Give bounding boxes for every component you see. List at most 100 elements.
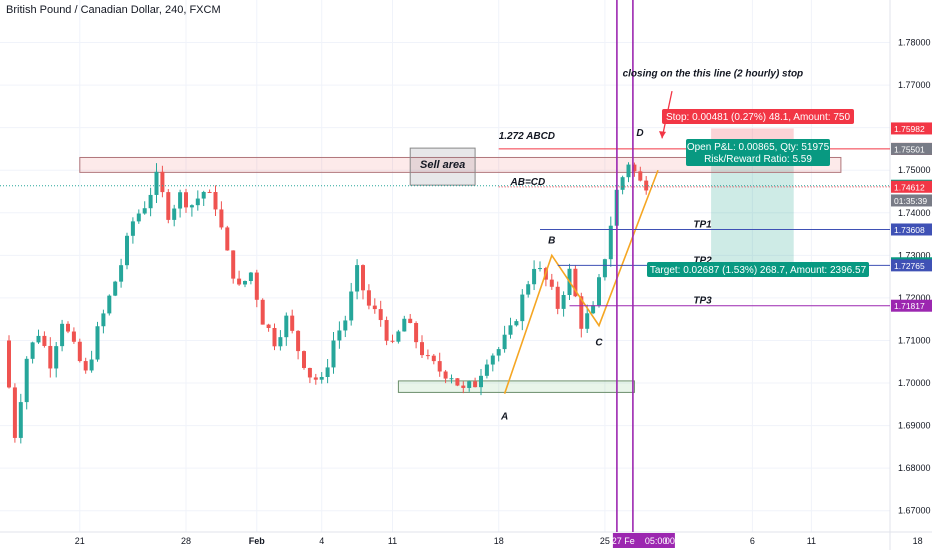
candle-up[interactable] [172,208,177,220]
candle-down[interactable] [12,387,17,438]
candle-up[interactable] [30,342,35,359]
candle-up[interactable] [402,318,407,332]
candle-down[interactable] [296,330,301,352]
candle-up[interactable] [201,191,206,199]
candle-down[interactable] [420,342,424,356]
candle-down[interactable] [555,286,560,309]
candle-up[interactable] [538,268,542,270]
candle-up[interactable] [148,194,153,209]
candle-down[interactable] [272,327,277,347]
candle-down[interactable] [366,290,371,306]
candle-down[interactable] [632,164,637,172]
candle-up[interactable] [561,295,566,309]
candle-up[interactable] [479,375,483,388]
candle-up[interactable] [107,295,112,314]
candle-up[interactable] [502,334,507,350]
candle-up[interactable] [331,340,336,368]
candle-up[interactable] [130,221,135,236]
candle-up[interactable] [319,376,324,380]
candle-down[interactable] [48,345,53,369]
price-axis[interactable] [890,0,932,550]
candle-down[interactable] [225,227,230,251]
candle-up[interactable] [54,346,59,369]
candle-down[interactable] [372,305,377,310]
candle-up[interactable] [514,321,519,326]
candle-up[interactable] [591,305,596,314]
candle-down[interactable] [302,351,306,368]
candle-up[interactable] [248,272,253,281]
candle-up[interactable] [95,326,100,360]
candle-down[interactable] [361,265,365,291]
candle-up[interactable] [355,265,360,292]
candle-up[interactable] [349,291,354,321]
candle-down[interactable] [231,250,236,279]
candle-up[interactable] [113,281,118,296]
candle-down[interactable] [42,335,47,346]
candle-up[interactable] [585,313,590,329]
candle-down[interactable] [254,272,259,300]
candle-up[interactable] [597,277,601,306]
candle-up[interactable] [490,355,495,365]
support-box[interactable] [397,380,635,393]
candle-down[interactable] [290,315,295,331]
candle-down[interactable] [644,180,649,191]
candle-down[interactable] [455,378,460,386]
candle-down[interactable] [414,322,419,343]
sell-area-label-box[interactable] [409,147,476,186]
candle-up[interactable] [484,364,489,376]
candle-down[interactable] [443,371,448,379]
candle-down[interactable] [313,377,318,380]
candle-down[interactable] [549,279,554,287]
candle-down[interactable] [425,355,430,357]
candle-up[interactable] [520,294,525,322]
candle-down[interactable] [390,340,395,342]
candle-up[interactable] [119,265,124,282]
candle-down[interactable] [473,381,478,388]
candle-up[interactable] [608,225,613,260]
candle-up[interactable] [136,213,141,222]
candle-down[interactable] [378,309,383,321]
candle-up[interactable] [89,359,94,371]
candle-up[interactable] [526,284,531,295]
candle-up[interactable] [602,259,607,278]
candle-down[interactable] [71,331,76,342]
candle-up[interactable] [142,208,147,214]
candle-down[interactable] [408,318,413,323]
candle-up[interactable] [243,280,247,285]
candle-up[interactable] [125,235,129,266]
candle-down[interactable] [83,361,88,371]
candle-down[interactable] [66,323,70,332]
candle-up[interactable] [396,331,401,342]
candle-down[interactable] [579,296,584,329]
candle-down[interactable] [184,192,188,208]
candle-up[interactable] [467,381,472,388]
candle-up[interactable] [278,337,283,347]
candle-up[interactable] [284,315,289,338]
candle-up[interactable] [449,378,454,380]
candle-up[interactable] [18,402,23,438]
candle-up[interactable] [36,335,41,343]
candle-up[interactable] [532,268,537,285]
candle-down[interactable] [437,361,442,372]
candle-down[interactable] [431,355,436,362]
candle-up[interactable] [508,325,513,335]
abcd-pattern-line[interactable] [503,169,659,394]
candle-down[interactable] [219,209,224,228]
candle-down[interactable] [207,191,212,193]
candle-down[interactable] [573,268,578,297]
candle-up[interactable] [343,320,348,331]
candle-down[interactable] [237,278,242,285]
candle-up[interactable] [337,330,342,341]
candle-down[interactable] [638,171,643,181]
candle-up[interactable] [620,177,625,190]
candle-up[interactable] [626,164,631,178]
candle-down[interactable] [307,367,312,378]
candle-up[interactable] [101,313,106,327]
candle-up[interactable] [195,198,200,206]
candle-down[interactable] [260,299,265,325]
candle-up[interactable] [60,323,65,347]
candle-up[interactable] [189,205,194,208]
candle-up[interactable] [178,192,183,209]
sell-area-box[interactable] [79,156,842,173]
